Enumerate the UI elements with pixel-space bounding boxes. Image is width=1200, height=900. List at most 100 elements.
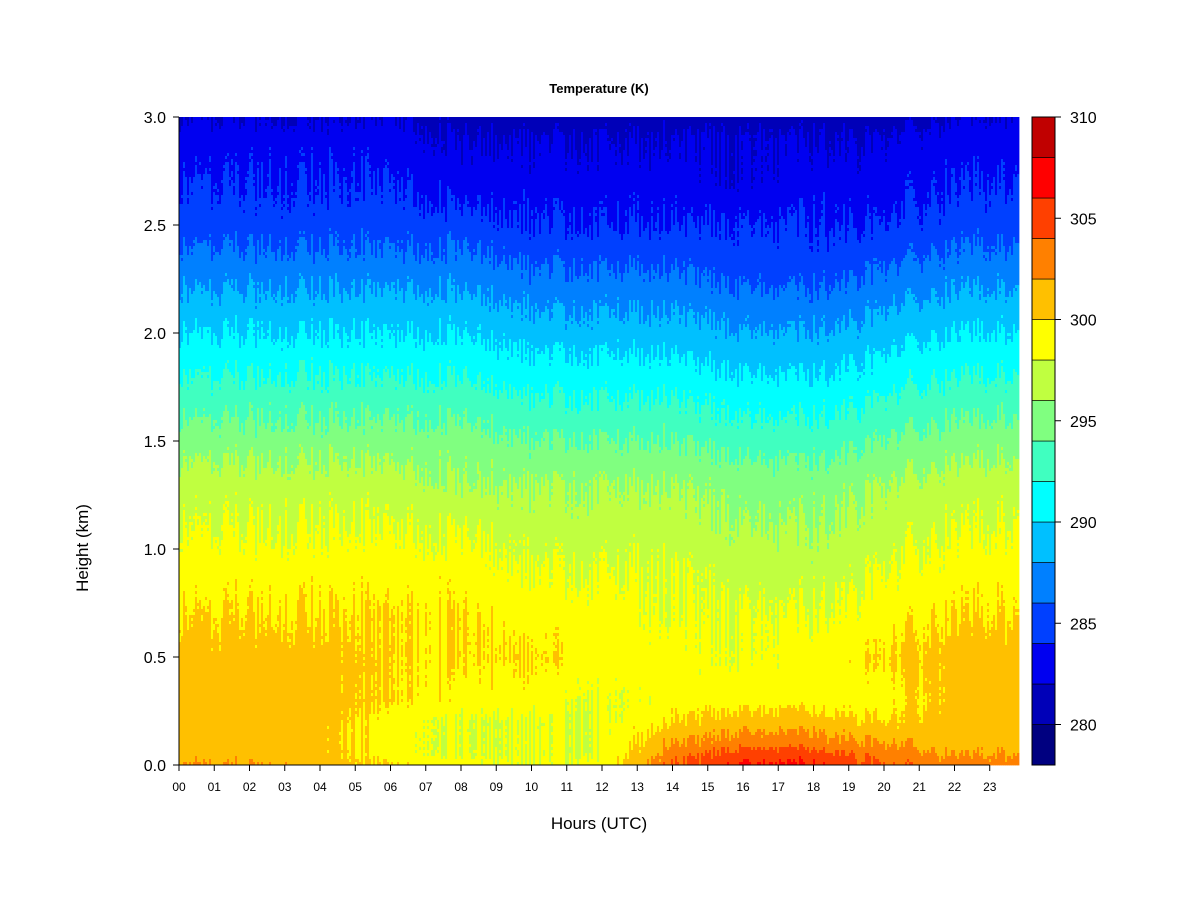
heatmap-cell <box>291 198 294 253</box>
heatmap-cell <box>377 240 380 283</box>
heatmap-cell <box>403 303 406 343</box>
heatmap-cell <box>551 723 554 727</box>
heatmap-cell <box>567 450 570 493</box>
heatmap-cell <box>493 228 496 271</box>
heatmap-cell <box>497 504 500 508</box>
heatmap-cell <box>191 249 194 253</box>
heatmap-cell <box>629 393 632 433</box>
heatmap-cell <box>407 708 410 763</box>
heatmap-cell <box>209 171 212 175</box>
heatmap-cell <box>203 372 206 409</box>
heatmap-cell <box>255 264 258 304</box>
heatmap-cell <box>527 537 530 547</box>
heatmap-cell <box>361 117 364 151</box>
heatmap-cell <box>573 129 576 208</box>
heatmap-cell <box>649 630 652 634</box>
heatmap-cell <box>419 216 422 265</box>
heatmap-cell <box>365 591 368 595</box>
heatmap-cell <box>621 321 624 361</box>
heatmap-cell <box>557 630 560 634</box>
heatmap-cell <box>213 429 216 463</box>
heatmap-cell <box>309 123 312 127</box>
heatmap-cell <box>233 336 236 340</box>
heatmap-cell <box>315 621 318 628</box>
heatmap-cell <box>253 285 256 289</box>
heatmap-cell <box>641 348 644 391</box>
heatmap-cell <box>265 189 268 193</box>
heatmap-cell <box>261 327 264 370</box>
heatmap-cell <box>547 300 550 304</box>
heatmap-cell <box>499 144 502 211</box>
heatmap-cell <box>633 201 636 205</box>
heatmap-cell <box>227 153 230 157</box>
heatmap-cell <box>353 501 356 583</box>
heatmap-cell <box>483 138 486 208</box>
heatmap-cell <box>447 279 450 325</box>
heatmap-cell <box>251 234 254 280</box>
heatmap-cell <box>507 351 510 358</box>
heatmap-cell <box>645 741 648 766</box>
heatmap-cell <box>469 753 472 766</box>
heatmap-cell <box>505 726 508 730</box>
heatmap-cell <box>631 486 634 568</box>
heatmap-cell <box>419 387 422 433</box>
heatmap-cell <box>409 525 412 604</box>
heatmap-cell <box>451 609 454 628</box>
heatmap-cell <box>495 432 498 487</box>
heatmap-cell <box>263 423 266 469</box>
heatmap-cell <box>641 480 644 568</box>
heatmap-cell <box>319 162 322 166</box>
heatmap-cell <box>395 549 398 766</box>
heatmap-cell <box>647 729 650 760</box>
heatmap-cell <box>293 645 296 766</box>
heatmap-cell <box>471 117 474 151</box>
heatmap-cell <box>439 702 442 766</box>
heatmap-cell <box>313 390 316 436</box>
heatmap-cell <box>445 117 448 157</box>
heatmap-cell <box>425 291 428 331</box>
heatmap-cell <box>527 294 530 343</box>
heatmap-cell <box>607 306 610 349</box>
heatmap-cell <box>417 192 420 244</box>
heatmap-cell <box>435 483 438 544</box>
heatmap-cell <box>285 498 288 508</box>
heatmap-cell <box>411 174 414 235</box>
heatmap-cell <box>319 117 322 163</box>
heatmap-cell <box>255 558 258 562</box>
heatmap-cell <box>477 525 480 604</box>
heatmap-cell <box>375 663 378 667</box>
heatmap-cell <box>467 204 470 208</box>
heatmap-cell <box>351 330 354 370</box>
heatmap-cell <box>523 537 526 541</box>
heatmap-cell <box>417 117 420 124</box>
heatmap-cell <box>563 567 566 571</box>
heatmap-cell <box>457 240 460 286</box>
heatmap-cell <box>287 297 290 301</box>
heatmap-cell <box>333 117 336 121</box>
heatmap-cell <box>411 363 414 406</box>
heatmap-cell <box>473 663 476 667</box>
heatmap-cell <box>201 288 204 292</box>
heatmap-cell <box>293 549 296 556</box>
heatmap-cell <box>525 579 528 718</box>
heatmap-cell <box>421 429 424 469</box>
heatmap-cell <box>503 627 506 631</box>
heatmap-cell <box>223 234 226 238</box>
heatmap-cell <box>591 366 594 412</box>
heatmap-cell <box>401 702 404 766</box>
heatmap-cell <box>393 615 396 625</box>
heatmap-cell <box>215 624 218 766</box>
heatmap-cell <box>595 132 598 136</box>
heatmap-cell <box>307 387 310 391</box>
heatmap-cell <box>429 534 432 613</box>
heatmap-cell <box>253 456 256 517</box>
heatmap-cell <box>319 165 322 169</box>
heatmap-cell <box>271 426 274 433</box>
heatmap-cell <box>643 498 646 505</box>
heatmap-cell <box>621 708 624 712</box>
heatmap-cell <box>371 702 374 766</box>
heatmap-cell <box>367 492 370 496</box>
heatmap-cell <box>477 474 480 481</box>
heatmap-cell <box>275 426 278 430</box>
heatmap-cell <box>285 237 288 277</box>
